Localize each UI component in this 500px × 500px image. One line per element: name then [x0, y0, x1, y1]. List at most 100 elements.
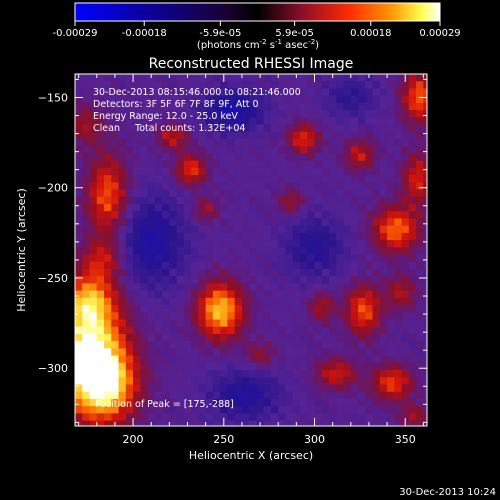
- heatmap-cell: [350, 74, 359, 82]
- heatmap-cell: [270, 276, 279, 284]
- heatmap-cell: [176, 290, 185, 299]
- heatmap-cell: [183, 175, 192, 183]
- heatmap-cell: [89, 117, 98, 126]
- heatmap-cell: [241, 406, 250, 414]
- heatmap-cell: [205, 138, 214, 147]
- heatmap-cell: [198, 247, 207, 256]
- heatmap-cell: [307, 341, 316, 349]
- heatmap-cell: [162, 254, 170, 263]
- heatmap-cell: [336, 138, 345, 147]
- heatmap-cell: [329, 81, 337, 90]
- heatmap-cell: [270, 225, 279, 234]
- heatmap-cell: [292, 95, 301, 104]
- heatmap-cell: [89, 370, 98, 378]
- heatmap-cell: [314, 117, 323, 126]
- heatmap-cell: [372, 182, 381, 191]
- heatmap-cell: [104, 203, 112, 212]
- heatmap-cell: [278, 341, 287, 349]
- heatmap-cell: [285, 240, 294, 248]
- heatmap-cell: [89, 312, 98, 321]
- heatmap-cell: [147, 124, 156, 133]
- heatmap-cell: [401, 341, 410, 349]
- heatmap-cell: [162, 232, 170, 241]
- heatmap-cell: [263, 254, 272, 263]
- heatmap-cell: [176, 167, 185, 176]
- heatmap-cell: [329, 240, 337, 248]
- heatmap-cell: [263, 218, 272, 227]
- heatmap-cell: [191, 276, 199, 284]
- heatmap-cell: [401, 196, 410, 205]
- heatmap-cell: [256, 384, 265, 393]
- heatmap-cell: [249, 254, 258, 263]
- heatmap-cell: [299, 160, 308, 169]
- heatmap-cell: [125, 189, 134, 198]
- heatmap-cell: [82, 167, 91, 176]
- heatmap-cell: [365, 160, 374, 169]
- heatmap-cell: [416, 341, 424, 349]
- heatmap-cell: [133, 117, 141, 126]
- heatmap-cell: [169, 254, 178, 263]
- heatmap-cell: [154, 182, 163, 191]
- heatmap-cell: [416, 218, 424, 227]
- heatmap-cell: [358, 268, 366, 277]
- heatmap-cell: [234, 160, 243, 169]
- heatmap-cell: [270, 377, 279, 386]
- heatmap-cell: [241, 305, 250, 313]
- heatmap-cell: [387, 377, 395, 386]
- heatmap-cell: [227, 283, 236, 292]
- heatmap-cell: [162, 117, 170, 126]
- heatmap-cell: [285, 413, 294, 422]
- heatmap-cell: [133, 312, 141, 321]
- heatmap-cell: [154, 211, 163, 220]
- heatmap-cell: [343, 196, 352, 205]
- heatmap-cell: [89, 74, 98, 82]
- heatmap-cell: [227, 362, 236, 371]
- heatmap-cell: [416, 240, 424, 248]
- heatmap-cell: [212, 117, 221, 126]
- heatmap-cell: [423, 232, 427, 241]
- heatmap-cell: [408, 81, 417, 90]
- heatmap-cell: [263, 377, 272, 386]
- heatmap-cell: [358, 203, 366, 212]
- heatmap-cell: [75, 355, 83, 364]
- heatmap-cell: [205, 160, 214, 169]
- heatmap-cell: [234, 305, 243, 313]
- heatmap-cell: [423, 153, 427, 162]
- heatmap-cell: [162, 312, 170, 321]
- heatmap-cell: [408, 261, 417, 270]
- heatmap-cell: [278, 124, 287, 133]
- heatmap-cell: [401, 377, 410, 386]
- heatmap-cell: [96, 218, 105, 227]
- heatmap-cell: [198, 81, 207, 90]
- heatmap-cell: [75, 160, 83, 169]
- heatmap-cell: [416, 102, 424, 111]
- heatmap-cell: [329, 413, 337, 422]
- heatmap-cell: [82, 232, 91, 241]
- heatmap-cell: [147, 254, 156, 263]
- heatmap-cell: [314, 110, 323, 118]
- heatmap-cell: [169, 268, 178, 277]
- heatmap-cell: [416, 406, 424, 414]
- heatmap-cell: [191, 406, 199, 414]
- heatmap-cell: [82, 88, 91, 97]
- heatmap-cell: [82, 420, 91, 426]
- heatmap-cell: [314, 370, 323, 378]
- heatmap-cell: [191, 362, 199, 371]
- heatmap-cell: [162, 406, 170, 414]
- heatmap-cell: [379, 218, 388, 227]
- heatmap-cell: [307, 196, 316, 205]
- heatmap-cell: [133, 420, 141, 426]
- heatmap-cell: [270, 131, 279, 140]
- heatmap-cell: [350, 276, 359, 284]
- heatmap-cell: [176, 95, 185, 104]
- heatmap-cell: [104, 189, 112, 198]
- heatmap-cell: [387, 102, 395, 111]
- heatmap-cell: [191, 110, 199, 118]
- heatmap-cell: [387, 167, 395, 176]
- heatmap-cell: [133, 348, 141, 357]
- heatmap-cell: [416, 196, 424, 205]
- heatmap-cell: [154, 384, 163, 393]
- heatmap-cell: [75, 406, 83, 414]
- heatmap-cell: [220, 341, 229, 349]
- heatmap-cell: [191, 305, 199, 313]
